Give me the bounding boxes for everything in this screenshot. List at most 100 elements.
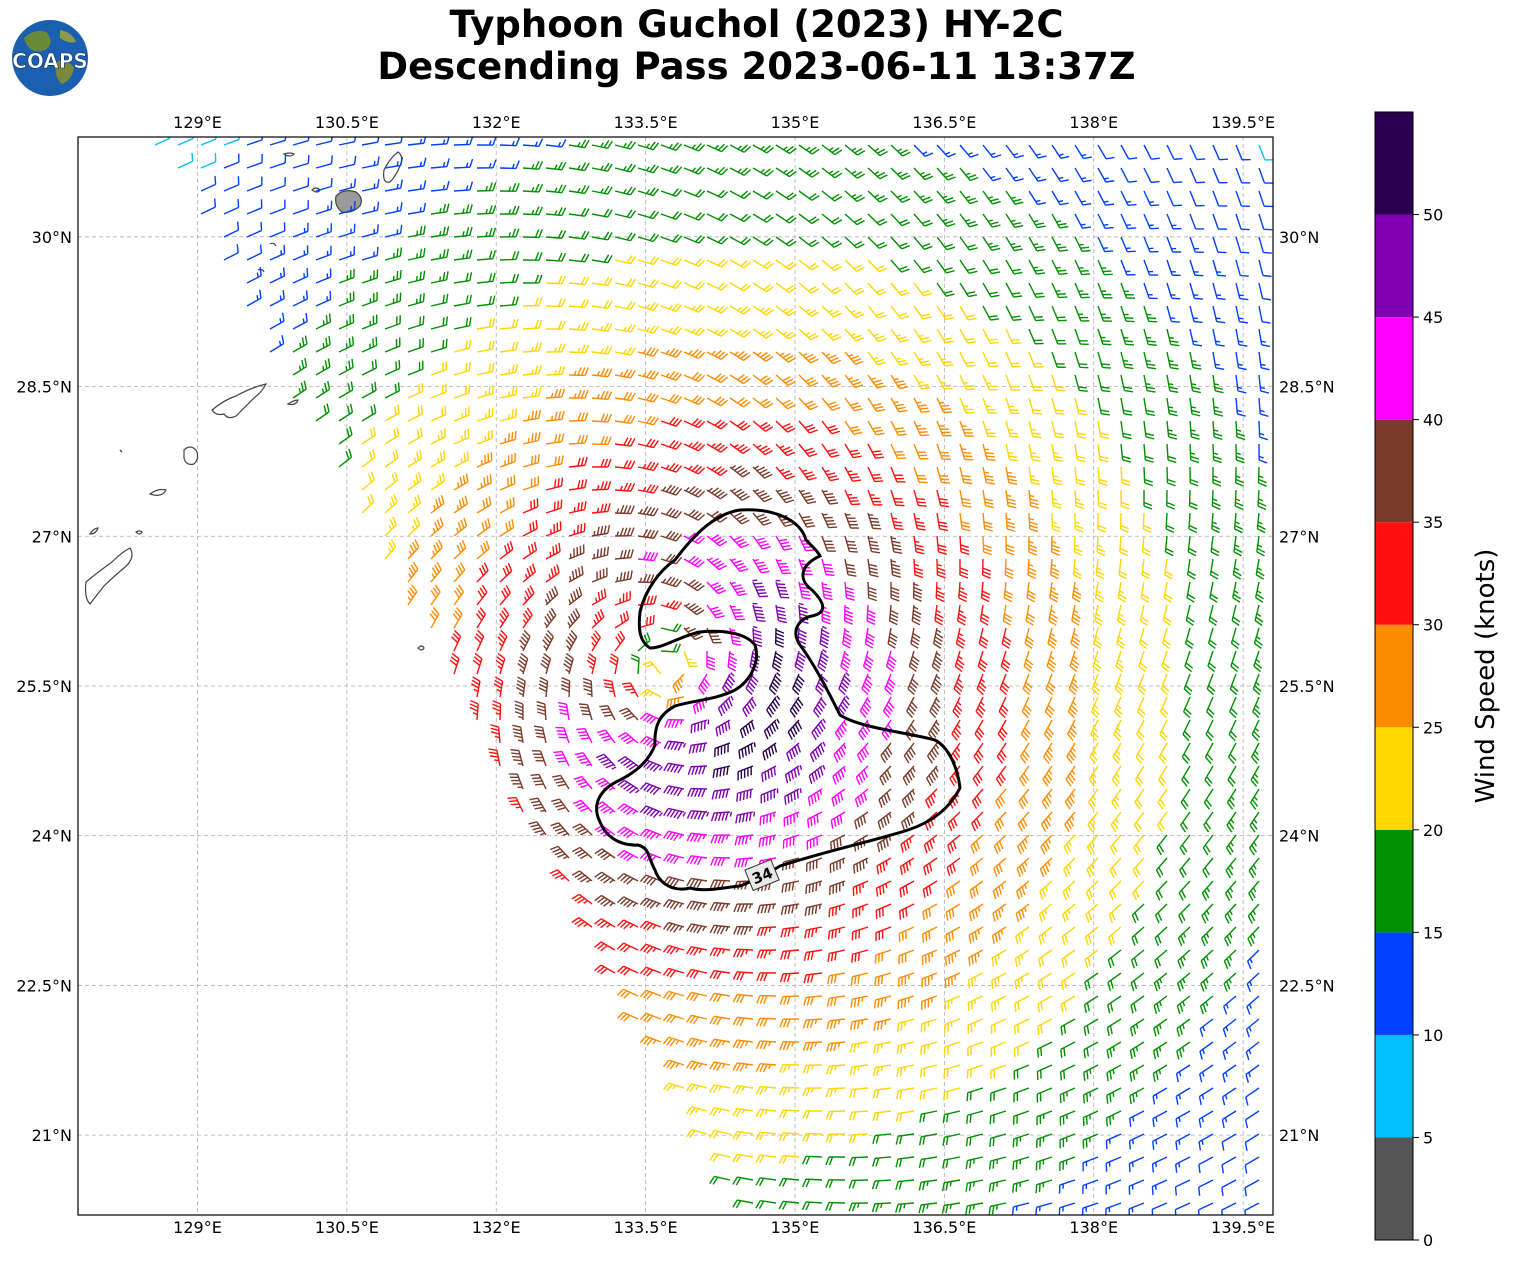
wind-barb	[867, 443, 884, 459]
wind-barb	[798, 397, 819, 411]
wind-barb	[683, 579, 705, 592]
wind-barb	[978, 627, 989, 649]
wind-barb	[936, 558, 946, 579]
wind-barb	[660, 347, 683, 358]
wind-barb	[775, 420, 796, 433]
wind-barb	[890, 581, 900, 602]
wind-barb	[292, 358, 308, 376]
wind-barb	[407, 157, 427, 169]
lat-tick-label: 25.5°N	[1279, 677, 1335, 696]
wind-barb	[609, 653, 619, 675]
wind-barb	[775, 144, 797, 155]
wind-barb	[540, 652, 552, 675]
wind-barb	[1074, 259, 1091, 276]
wind-barb	[522, 431, 541, 445]
wind-barb	[269, 199, 286, 215]
wind-barb	[1143, 167, 1160, 184]
wind-barb	[880, 742, 893, 764]
wind-barb	[690, 719, 710, 734]
wind-barb	[844, 581, 855, 601]
wind-barb	[1160, 673, 1170, 696]
wind-barb	[729, 328, 751, 338]
wind-barb	[1143, 259, 1159, 276]
wind-barb	[864, 627, 875, 649]
wind-barb	[706, 235, 729, 245]
wind-barb	[936, 374, 953, 390]
wind-barb	[522, 138, 544, 148]
wind-barb	[614, 323, 636, 333]
wind-barb	[752, 420, 774, 432]
wind-barb	[637, 256, 660, 266]
wind-barb	[1187, 535, 1197, 557]
wind-barb	[1051, 259, 1068, 276]
wind-barb	[407, 472, 422, 491]
wind-barb	[907, 673, 919, 696]
wind-barb	[1005, 466, 1018, 485]
wind-barb	[660, 370, 683, 381]
wind-barb	[453, 249, 473, 261]
wind-barb	[1189, 443, 1200, 464]
wind-barb	[1143, 305, 1158, 323]
wind-barb	[453, 473, 469, 491]
wind-barb	[453, 406, 470, 422]
wind-barb	[522, 274, 543, 284]
wind-barb	[959, 466, 973, 485]
wind-barb	[568, 412, 589, 422]
wind-barb	[1189, 374, 1202, 394]
wind-barb	[1235, 374, 1247, 394]
wind-barb	[1051, 328, 1067, 345]
wind-barb	[1143, 351, 1157, 370]
wind-barb	[384, 137, 403, 146]
wind-barb	[246, 267, 262, 284]
wind-barb	[890, 397, 908, 413]
lat-tick-label: 22.5°N	[16, 976, 72, 995]
wind-barb	[1051, 167, 1070, 183]
wind-barb	[384, 427, 400, 445]
wind-barb	[867, 259, 888, 273]
wind-barb	[642, 661, 662, 675]
wind-barb	[1005, 167, 1024, 182]
wind-barb	[384, 404, 400, 422]
wind-barb	[1208, 604, 1218, 626]
wind-barb	[1028, 259, 1046, 275]
wind-barb	[715, 719, 731, 737]
wind-barb	[998, 696, 1009, 719]
wind-barb	[407, 427, 423, 445]
wind-barb	[862, 650, 874, 673]
wind-barb	[1258, 259, 1272, 278]
wind-barb	[1189, 328, 1203, 347]
wind-barb	[752, 236, 774, 246]
wind-barb	[476, 204, 497, 215]
wind-barb	[223, 153, 240, 169]
wind-barb	[361, 137, 380, 146]
wind-barb	[1229, 696, 1238, 719]
wind-barb	[384, 359, 401, 376]
wind-barb	[1028, 443, 1041, 462]
wind-barb	[844, 282, 865, 295]
wind-barb	[867, 420, 885, 436]
wind-barb	[660, 393, 683, 404]
wind-barb	[591, 322, 613, 332]
wind-barb	[430, 203, 450, 215]
wind-barb	[775, 604, 787, 624]
wind-barb	[959, 351, 976, 367]
wind-barb	[913, 535, 925, 555]
wind-barb	[1120, 259, 1136, 276]
wind-barb	[476, 317, 496, 330]
wind-barb	[890, 305, 910, 320]
lon-tick-label: 130.5°E	[315, 1218, 379, 1237]
wind-barb	[706, 604, 725, 619]
wind-barb	[1166, 167, 1183, 184]
wind-barb	[1120, 213, 1137, 230]
wind-barb	[683, 602, 705, 616]
wind-barb	[576, 727, 593, 744]
wind-barb	[959, 535, 970, 556]
wind-barb	[1113, 696, 1123, 719]
wind-barb	[1258, 144, 1273, 161]
island	[257, 268, 265, 273]
wind-barb	[1232, 581, 1242, 603]
wind-barb	[683, 258, 706, 267]
wind-barb	[821, 512, 838, 529]
wind-barb	[867, 167, 888, 180]
wind-barb	[982, 374, 998, 391]
